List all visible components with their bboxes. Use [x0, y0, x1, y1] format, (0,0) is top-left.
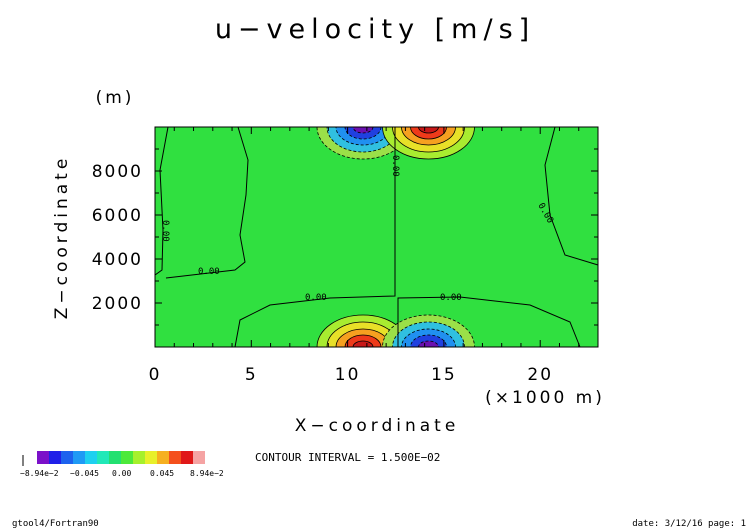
y-tick-label: 8000 — [92, 162, 143, 182]
zero-contour-left — [154, 126, 169, 276]
x-axis-label: X−coordinate — [295, 416, 460, 436]
contour-label: 0.00 — [198, 267, 220, 277]
colorbar-label: 0.045 — [150, 469, 174, 478]
y-tick-label: 4000 — [92, 250, 143, 270]
x-tick-label: 0 — [149, 365, 162, 385]
x-tick-label: 15 — [431, 365, 457, 385]
colorbar-label: 0.00 — [112, 469, 131, 478]
contour-label: 0.00 — [305, 293, 327, 303]
y-axis-unit: (m) — [96, 88, 135, 108]
colorbar-swatch — [169, 451, 181, 464]
colorbar-label: −0.045 — [70, 469, 99, 478]
colorbar-swatch — [85, 451, 97, 464]
plot-area — [155, 127, 598, 347]
colorbar-swatch — [181, 451, 193, 464]
negative-extremum — [382, 314, 475, 347]
contour-band — [352, 127, 374, 134]
y-tick-label: 6000 — [92, 206, 143, 226]
contour-band — [418, 340, 439, 347]
contour-label: 0.00 — [440, 293, 462, 303]
y-axis-label: Z−coordinate — [52, 155, 72, 320]
y-tick-label: 2000 — [92, 294, 143, 314]
contour-features — [316, 127, 475, 347]
colorbar-swatch — [145, 451, 157, 464]
colorbar-swatch — [121, 451, 133, 464]
zero-contour-left-bulge — [165, 126, 249, 279]
colorbar-swatch — [97, 451, 109, 464]
x-tick-label: 20 — [527, 365, 553, 385]
x-axis-unit: (×1000 m) — [485, 388, 605, 408]
x-tick-label: 5 — [245, 365, 258, 385]
zero-contours — [154, 126, 599, 348]
colorbar-swatch — [109, 451, 121, 464]
colorbar-label: −8.94e−2 — [20, 469, 59, 478]
zero-contour-right — [544, 126, 599, 266]
positive-extremum — [382, 127, 475, 160]
contour-band — [418, 127, 439, 134]
colorbar-swatch — [157, 451, 169, 464]
zero-contour-center — [234, 127, 396, 348]
contour-band — [352, 340, 374, 347]
chart-title: u−velocity [m/s] — [215, 14, 535, 45]
footer-left: gtool4/Fortran90 — [12, 519, 99, 529]
colorbar-swatch — [61, 451, 73, 464]
colorbar: −8.94e−2 −0.045 0.00 0.045 8.94e−2 — [20, 451, 224, 478]
contour-label: 0.00 — [390, 155, 400, 177]
colorbar-swatch — [133, 451, 145, 464]
contour-label: 0.00 — [160, 220, 170, 242]
x-tick-label: 10 — [335, 365, 361, 385]
positive-extremum — [316, 314, 410, 347]
zero-contour-bottom-right — [397, 296, 581, 348]
colorbar-swatch — [73, 451, 85, 464]
axes: 0 5 10 15 20 2000 4000 6000 8000 — [92, 127, 599, 385]
contour-interval-text: CONTOUR INTERVAL = 1.500E−02 — [255, 451, 440, 464]
colorbar-swatch — [49, 451, 61, 464]
colorbar-swatch — [37, 451, 49, 464]
colorbar-swatch — [193, 451, 205, 464]
colorbar-label: 8.94e−2 — [190, 469, 224, 478]
footer-right: date: 3/12/16 page: 1 — [632, 519, 746, 529]
